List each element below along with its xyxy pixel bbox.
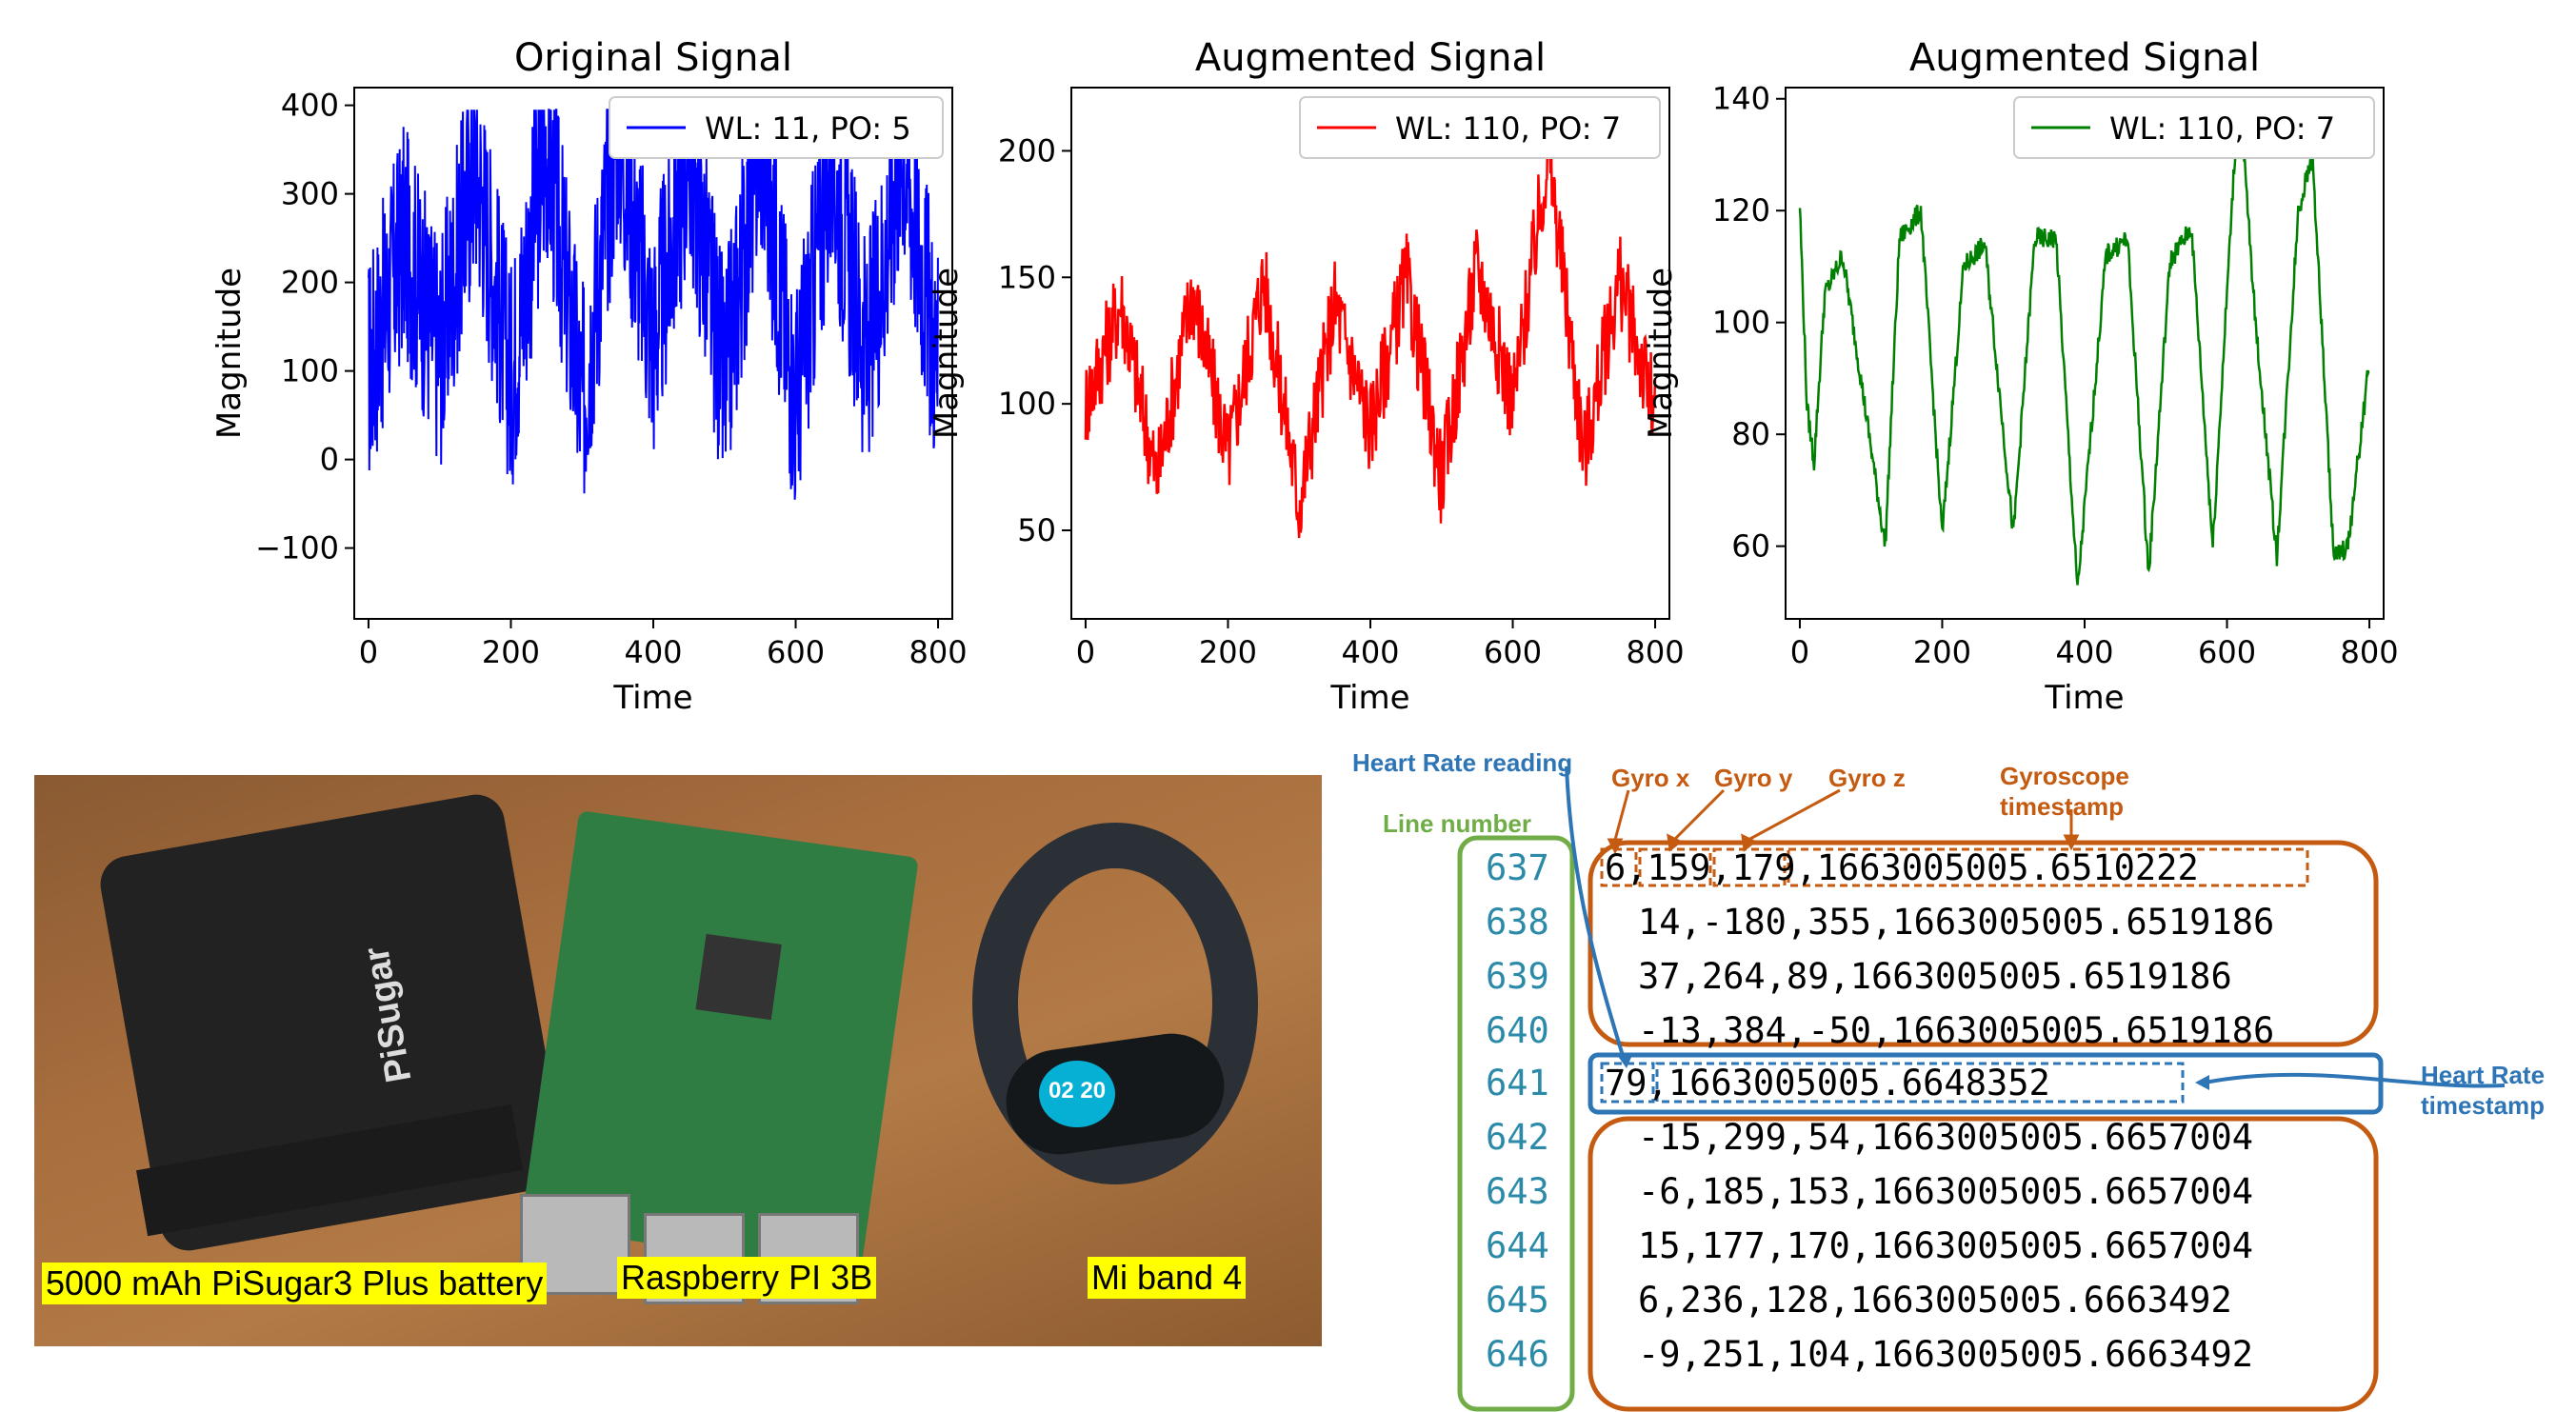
series-line-0 <box>368 109 939 500</box>
y-tick-label: 100 <box>998 386 1056 422</box>
y-tick-label: 200 <box>998 132 1056 169</box>
label-gyro-ts-2: timestamp <box>2000 792 2125 821</box>
chart-title: Augmented Signal <box>1195 36 1546 80</box>
chart-title: Augmented Signal <box>1909 36 2260 80</box>
label-gyro-x: Gyro x <box>1611 764 1690 792</box>
x-tick-label: 0 <box>1790 634 1809 670</box>
series-line-2 <box>1798 109 2370 586</box>
x-tick-label: 800 <box>1627 634 1685 670</box>
x-tick-label: 200 <box>1913 634 1971 670</box>
legend-box <box>609 96 944 159</box>
band-time: 02 20 <box>1048 1078 1107 1104</box>
x-tick-label: 0 <box>359 634 378 670</box>
x-tick-label: 200 <box>1199 634 1257 670</box>
x-axis-label: Time <box>612 679 692 717</box>
y-tick-label: 140 <box>1712 81 1770 117</box>
line-number: 640 <box>1486 1010 1549 1051</box>
legend-label: WL: 110, PO: 7 <box>2109 110 2335 147</box>
data-row: -9,251,104,1663005005.6663492 <box>1638 1334 2254 1375</box>
series-line-1 <box>1084 122 1657 539</box>
line-number: 645 <box>1486 1280 1549 1321</box>
data-row: -6,185,153,1663005005.6657004 <box>1638 1171 2254 1212</box>
y-tick-label: 50 <box>1017 512 1056 548</box>
y-axis-label: Magnitude <box>1642 268 1680 439</box>
data-row: 14,-180,355,1663005005.6519186 <box>1638 902 2275 943</box>
label-line-number: Line number <box>1383 809 1532 838</box>
heart-rate-box <box>1588 1052 2384 1115</box>
plot-frame <box>1785 87 2385 620</box>
field-gyro-x <box>1600 847 1638 887</box>
y-axis-label: Magnitude <box>928 268 966 439</box>
data-row: -15,299,54,1663005005.6657004 <box>1638 1117 2254 1158</box>
chart-title: Original Signal <box>514 36 792 80</box>
label-gyro-ts-1: Gyroscope <box>2000 762 2129 790</box>
y-tick-label: −100 <box>255 530 339 567</box>
ethernet-port <box>520 1194 630 1295</box>
data-row: 15,177,170,1663005005.6657004 <box>1638 1225 2254 1266</box>
y-axis-label: Magnitude <box>210 268 249 439</box>
field-gyro-ts <box>1787 847 2309 887</box>
plot-frame <box>1070 87 1670 620</box>
x-tick-label: 200 <box>482 634 540 670</box>
x-axis-label: Time <box>1329 679 1409 717</box>
x-tick-label: 800 <box>909 634 968 670</box>
sensor-data-panel: Heart Rate reading Line number Gyro x Gy… <box>1314 733 2576 1412</box>
data-row: 6,159,179,1663005005.6510222 <box>1605 847 2199 888</box>
x-tick-label: 600 <box>2198 634 2256 670</box>
data-row: -13,384,-50,1663005005.6519186 <box>1638 1010 2275 1051</box>
y-tick-label: 100 <box>1712 305 1770 341</box>
y-tick-label: 100 <box>281 353 339 389</box>
field-gyro-z <box>1712 847 1787 887</box>
label-gyro-z: Gyro z <box>1828 764 1906 792</box>
x-tick-label: 800 <box>2341 634 2399 670</box>
x-tick-label: 600 <box>1484 634 1542 670</box>
cpu-chip <box>695 933 782 1021</box>
data-row: 37,264,89,1663005005.6519186 <box>1638 956 2232 997</box>
data-row: 6,236,128,1663005005.6663492 <box>1638 1280 2232 1321</box>
line-number: 643 <box>1486 1171 1549 1212</box>
legend-label: WL: 11, PO: 5 <box>705 110 911 147</box>
y-tick-label: 120 <box>1712 192 1770 229</box>
label-heart-rate-reading: Heart Rate reading <box>1352 748 1573 777</box>
data-row: 79,1663005005.6648352 <box>1605 1063 2050 1104</box>
line-number: 638 <box>1486 902 1549 943</box>
legend-box <box>2013 96 2375 159</box>
x-tick-label: 0 <box>1076 634 1095 670</box>
line-number: 642 <box>1486 1117 1549 1158</box>
line-number-box <box>1457 835 1575 1412</box>
line-number: 646 <box>1486 1334 1549 1375</box>
x-tick-label: 600 <box>767 634 825 670</box>
caption-battery: 5000 mAh PiSugar3 Plus battery <box>42 1263 548 1304</box>
annotation-shapes <box>1457 766 2506 1412</box>
y-tick-label: 200 <box>281 265 339 301</box>
label-gyro-y: Gyro y <box>1714 764 1793 792</box>
line-number: 641 <box>1486 1063 1549 1104</box>
x-tick-label: 400 <box>1341 634 1399 670</box>
x-tick-label: 400 <box>624 634 682 670</box>
caption-rpi: Raspberry PI 3B <box>617 1257 877 1299</box>
y-tick-label: 300 <box>281 176 339 212</box>
label-hr-ts-1: Heart Rate <box>2421 1061 2546 1089</box>
caption-band: Mi band 4 <box>1088 1257 1247 1299</box>
x-tick-label: 400 <box>2055 634 2113 670</box>
label-hr-ts-2: timestamp <box>2421 1091 2546 1120</box>
gyro-box-bottom <box>1588 1116 2379 1412</box>
y-tick-label: 400 <box>281 88 339 124</box>
y-tick-label: 150 <box>998 259 1056 295</box>
field-gyro-y <box>1638 847 1712 887</box>
hardware-photo: PiSugar 02 20 5000 mAh PiSugar3 Plus bat… <box>34 775 1322 1346</box>
y-tick-label: 60 <box>1731 528 1770 565</box>
x-axis-label: Time <box>2044 679 2124 717</box>
line-number: 639 <box>1486 956 1549 997</box>
legend-label: WL: 110, PO: 7 <box>1395 110 1621 147</box>
field-hr-ts <box>1655 1062 2185 1104</box>
y-tick-label: 0 <box>320 442 339 478</box>
band-screen: 02 20 <box>1039 1061 1115 1127</box>
line-number: 644 <box>1486 1225 1549 1266</box>
line-number: 637 <box>1486 847 1549 888</box>
legend-box <box>1299 96 1661 159</box>
y-tick-label: 80 <box>1731 416 1770 452</box>
